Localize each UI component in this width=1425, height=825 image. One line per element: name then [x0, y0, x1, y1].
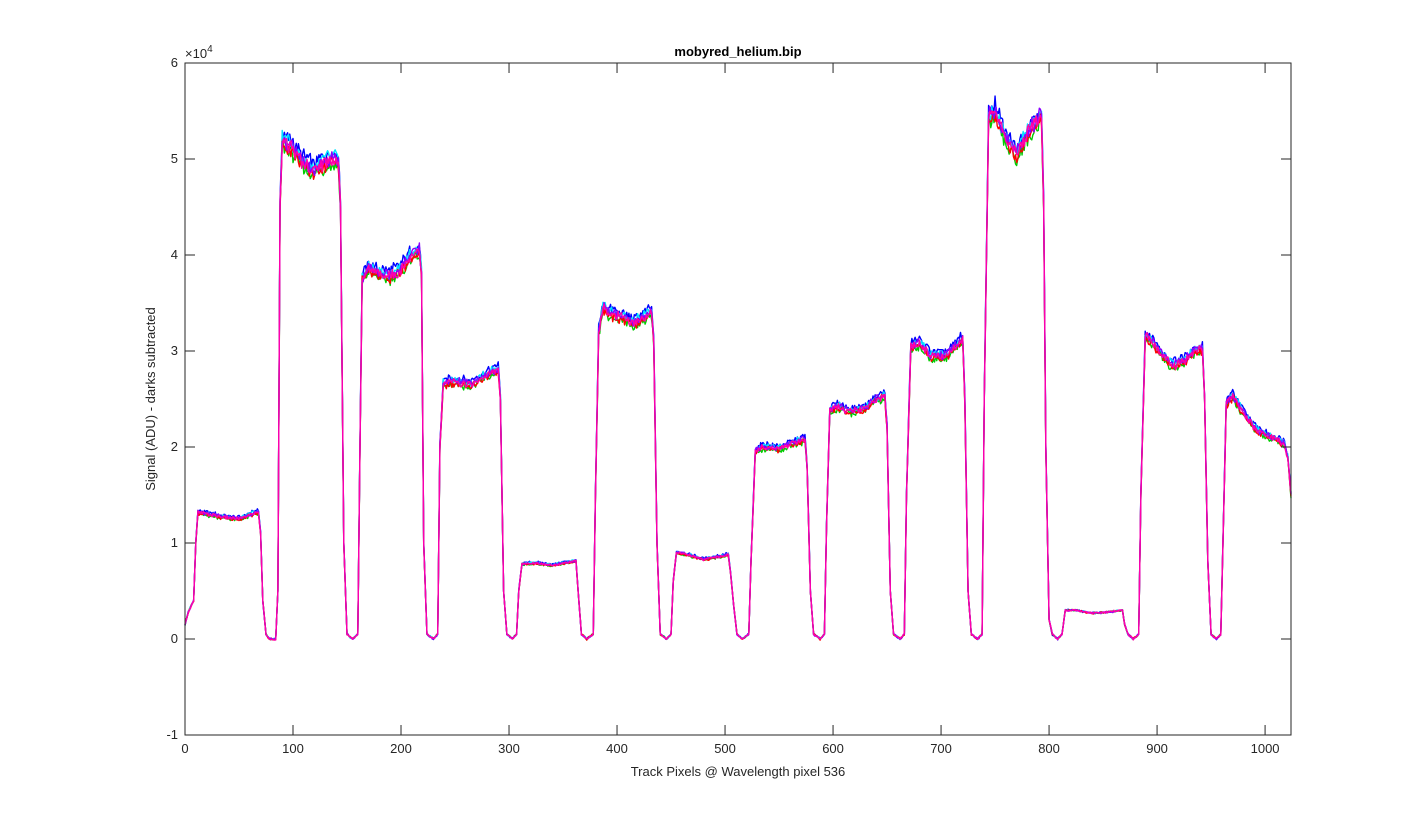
y-tick-label: 0 — [171, 631, 178, 646]
series-line — [184, 110, 1292, 641]
series-lines — [184, 95, 1292, 641]
x-tick-label: 1000 — [1251, 741, 1280, 756]
y-tick-label: 6 — [171, 55, 178, 70]
y-tick-label: 4 — [171, 247, 178, 262]
y-exponent-label: ×104 — [185, 44, 213, 61]
chart-title: mobyred_helium.bip — [674, 44, 801, 59]
x-tick-label: 500 — [714, 741, 736, 756]
x-tick-label: 800 — [1038, 741, 1060, 756]
plot-background — [185, 63, 1291, 735]
x-tick-label: 200 — [390, 741, 412, 756]
x-tick-label: 100 — [282, 741, 304, 756]
y-tick-label: 5 — [171, 151, 178, 166]
y-tick-label: -1 — [166, 727, 178, 742]
y-tick-label: 3 — [171, 343, 178, 358]
x-tick-label: 0 — [181, 741, 188, 756]
x-tick-label: 400 — [606, 741, 628, 756]
y-axis-label: Signal (ADU) - darks subtracted — [143, 307, 158, 491]
y-tick-label: 2 — [171, 439, 178, 454]
plot-frame — [184, 62, 1292, 736]
x-tick-label: 700 — [930, 741, 952, 756]
x-axis-ticks: 0 100 200 300 400 500 600 700 800 900 1000 — [181, 63, 1280, 756]
x-tick-label: 900 — [1146, 741, 1168, 756]
y-tick-label: 1 — [171, 535, 178, 550]
y-axis-ticks: -1 0 1 2 3 4 5 6 — [166, 55, 1291, 742]
x-axis-label: Track Pixels @ Wavelength pixel 536 — [631, 764, 846, 779]
x-tick-label: 300 — [498, 741, 520, 756]
x-tick-label: 600 — [822, 741, 844, 756]
